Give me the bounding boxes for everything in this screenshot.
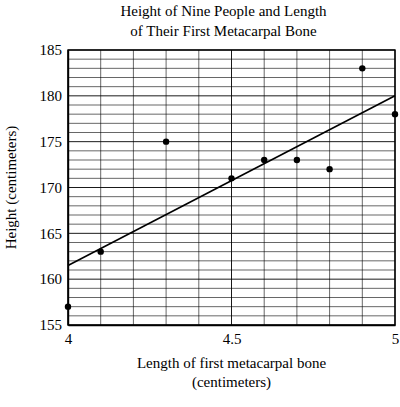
tick-label: 5 xyxy=(392,331,400,347)
tick: 160 xyxy=(40,271,69,287)
x-axis-title: (centimeters) xyxy=(192,374,271,391)
tick-label: 185 xyxy=(40,42,63,58)
title: Height of Nine People and Length xyxy=(120,3,327,19)
trend-line xyxy=(68,96,395,266)
point xyxy=(261,157,267,163)
point xyxy=(65,303,71,309)
point xyxy=(228,175,234,181)
tick-label: 175 xyxy=(40,134,63,150)
tick: 4 xyxy=(65,325,73,347)
tick: 180 xyxy=(40,88,69,104)
tick-label: 160 xyxy=(40,271,63,287)
tick: 170 xyxy=(40,180,69,196)
point xyxy=(98,248,104,254)
tick: 155 xyxy=(40,317,69,333)
tick: 4.5 xyxy=(223,325,242,347)
y-axis: 155 160 165 170 175 180 185 xyxy=(40,42,69,333)
tick-label: 165 xyxy=(40,226,63,242)
plot-area xyxy=(65,65,398,310)
tick: 5 xyxy=(392,325,400,347)
axis-line xyxy=(68,51,69,326)
tick-label: 4 xyxy=(65,331,73,347)
y-axis-title: Height (centimeters) xyxy=(3,126,20,250)
point xyxy=(294,157,300,163)
tick-label: 170 xyxy=(40,180,63,196)
tick-label: 155 xyxy=(40,317,63,333)
grid xyxy=(68,50,395,325)
axis-line xyxy=(69,325,396,326)
tick: 165 xyxy=(40,226,69,242)
tick: 185 xyxy=(40,42,69,58)
x-axis-title: Length of first metacarpal bone xyxy=(137,355,326,371)
grid-line xyxy=(68,233,395,234)
point xyxy=(163,138,169,144)
tick-label: 4.5 xyxy=(223,331,242,347)
title: of Their First Metacarpal Bone xyxy=(130,23,317,39)
point xyxy=(392,111,398,117)
plot-frame xyxy=(68,50,395,325)
grid-line xyxy=(68,141,395,142)
tick: 175 xyxy=(40,134,69,150)
point xyxy=(359,65,365,71)
grid-line xyxy=(68,95,395,96)
tick-label: 180 xyxy=(40,88,63,104)
grid-line xyxy=(68,279,395,280)
chart: Height of Nine People and Length of Their… xyxy=(0,0,400,407)
grid-line xyxy=(68,187,395,188)
x-axis: 44.55 xyxy=(65,325,400,347)
point xyxy=(326,166,332,172)
